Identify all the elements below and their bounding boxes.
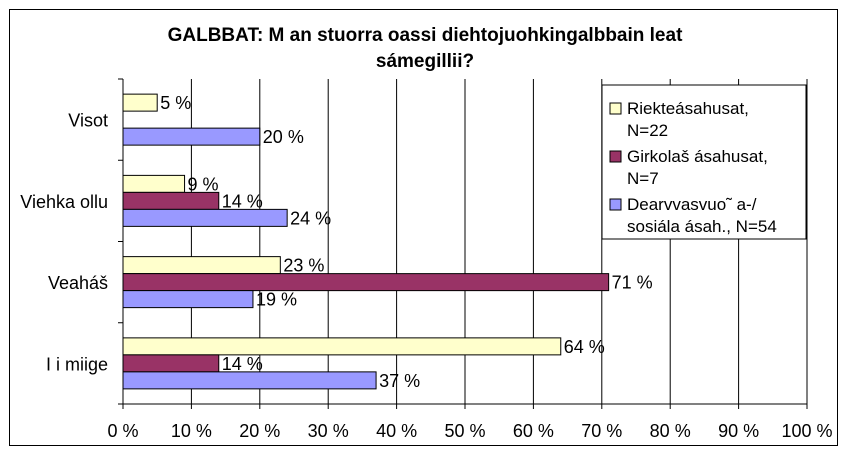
- legend-label: Girkolaš ásahusat,: [627, 147, 768, 166]
- bar: [122, 337, 562, 356]
- data-label: 71 %: [612, 273, 653, 293]
- x-tick-label: 80 %: [650, 421, 691, 441]
- data-label: 14 %: [222, 354, 263, 374]
- chart-title-line-1: GALBBAT: M an stuorra oassi diehtojuohki…: [168, 25, 683, 46]
- x-tick-label: 100 %: [781, 421, 832, 441]
- bar: [122, 208, 288, 227]
- legend-label: sosiála ásah., N=54: [627, 217, 777, 236]
- data-label: 9 %: [188, 174, 219, 194]
- bar: [122, 273, 610, 292]
- data-label: 24 %: [290, 208, 331, 228]
- category-label: I i miige: [46, 354, 108, 374]
- x-tick-label: 0 %: [107, 421, 138, 441]
- data-label: 19 %: [256, 290, 297, 310]
- legend-label: Riekteásahusat,: [627, 99, 749, 118]
- bar: [122, 371, 377, 390]
- bar-chart: GALBBAT: M an stuorra oassi diehtojuohki…: [20, 25, 833, 441]
- data-label: 64 %: [564, 337, 605, 357]
- x-tick-label: 10 %: [171, 421, 212, 441]
- x-tick-label: 60 %: [513, 421, 554, 441]
- x-tick-label: 40 %: [376, 421, 417, 441]
- legend-swatch: [609, 198, 622, 211]
- data-label: 23 %: [283, 256, 324, 276]
- bar: [122, 256, 281, 275]
- legend-label: N=22: [627, 121, 668, 140]
- bar: [122, 191, 220, 210]
- x-tick-label: 90 %: [718, 421, 759, 441]
- legend-swatch: [609, 150, 622, 163]
- bar: [122, 174, 186, 193]
- legend-box: [601, 84, 807, 240]
- x-tick-label: 50 %: [444, 421, 485, 441]
- x-tick-label: 70 %: [581, 421, 622, 441]
- category-label: Veaháš: [48, 273, 108, 293]
- data-label: 20 %: [263, 127, 304, 147]
- legend-label: N=7: [627, 169, 659, 188]
- bar: [122, 354, 220, 373]
- legend-label: Dearvvasvuo˜ a-/: [627, 195, 757, 214]
- bar: [122, 127, 261, 146]
- data-label: 14 %: [222, 191, 263, 211]
- chart-title-line-2: sámegillii?: [376, 51, 474, 72]
- x-tick-label: 20 %: [239, 421, 280, 441]
- bar: [122, 93, 158, 112]
- plot-area: 0 % 10 % 20 % 30 % 40 % 50 % 60 % 70 % 80 % 90 % 1…: [20, 78, 833, 441]
- bar: [122, 290, 254, 309]
- category-label: Viehka ollu: [20, 192, 108, 212]
- legend-swatch: [609, 102, 622, 115]
- x-tick-label: 30 %: [308, 421, 349, 441]
- chart-frame: GALBBAT: M an stuorra oassi diehtojuohki…: [9, 9, 838, 446]
- data-label: 5 %: [160, 93, 191, 113]
- category-label: Visot: [68, 111, 108, 131]
- data-label: 37 %: [379, 371, 420, 391]
